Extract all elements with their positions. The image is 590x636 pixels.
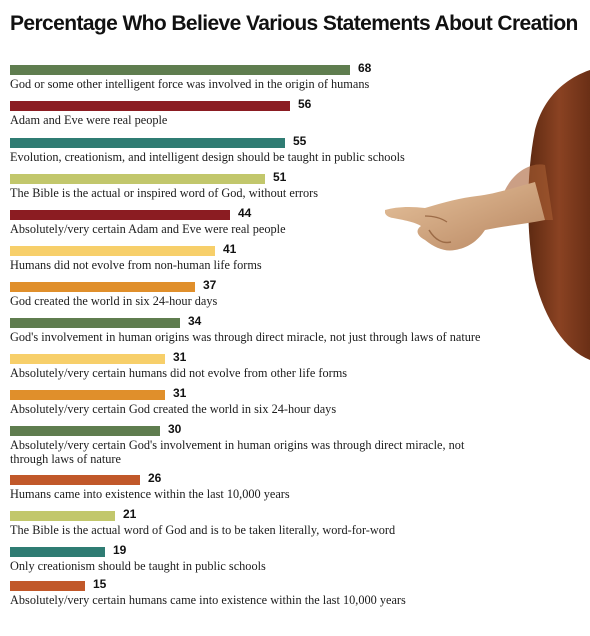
value-label: 37 (203, 278, 217, 292)
category-label: Absolutely/very certain God created the … (10, 402, 337, 416)
category-label: Absolutely/very certain God's involvemen… (10, 438, 465, 466)
value-label: 15 (93, 577, 107, 591)
value-label: 26 (148, 471, 162, 485)
value-label: 30 (168, 422, 182, 436)
category-label: Absolutely/very certain Adam and Eve wer… (10, 222, 286, 236)
bar (10, 547, 105, 557)
bar (10, 246, 215, 256)
value-label: 51 (273, 170, 287, 184)
value-label: 68 (358, 61, 372, 75)
bar (10, 426, 160, 436)
category-label: Absolutely/very certain humans did not e… (10, 366, 348, 380)
category-label: Humans did not evolve from non-human lif… (10, 258, 262, 272)
bar (10, 475, 140, 485)
category-label: God created the world in six 24-hour day… (10, 294, 218, 308)
value-label: 19 (113, 543, 127, 557)
category-label: God or some other intelligent force was … (10, 77, 370, 91)
bar (10, 101, 290, 111)
bar (10, 354, 165, 364)
value-label: 44 (238, 206, 252, 220)
category-label: The Bible is the actual word of God and … (10, 523, 396, 537)
bar (10, 511, 115, 521)
category-label: God's involvement in human origins was t… (10, 330, 481, 344)
bar (10, 282, 195, 292)
category-label: Adam and Eve were real people (10, 113, 168, 127)
bar (10, 390, 165, 400)
value-label: 34 (188, 314, 202, 328)
category-label: Absolutely/very certain humans came into… (10, 593, 406, 607)
category-label: The Bible is the actual or inspired word… (10, 186, 319, 200)
value-label: 31 (173, 350, 187, 364)
pointing-arm-illustration (385, 70, 590, 360)
value-label: 31 (173, 386, 187, 400)
category-label: Only creationism should be taught in pub… (10, 559, 266, 573)
bar (10, 174, 265, 184)
category-label: Humans came into existence within the la… (10, 487, 290, 501)
value-label: 41 (223, 242, 237, 256)
bar (10, 318, 180, 328)
chart-title: Percentage Who Believe Various Statement… (10, 12, 578, 35)
category-label: Evolution, creationism, and intelligent … (10, 150, 405, 164)
bar (10, 138, 285, 148)
bar (10, 581, 85, 591)
value-label: 21 (123, 507, 137, 521)
bar (10, 65, 350, 75)
value-label: 56 (298, 97, 312, 111)
value-label: 55 (293, 134, 307, 148)
bar (10, 210, 230, 220)
